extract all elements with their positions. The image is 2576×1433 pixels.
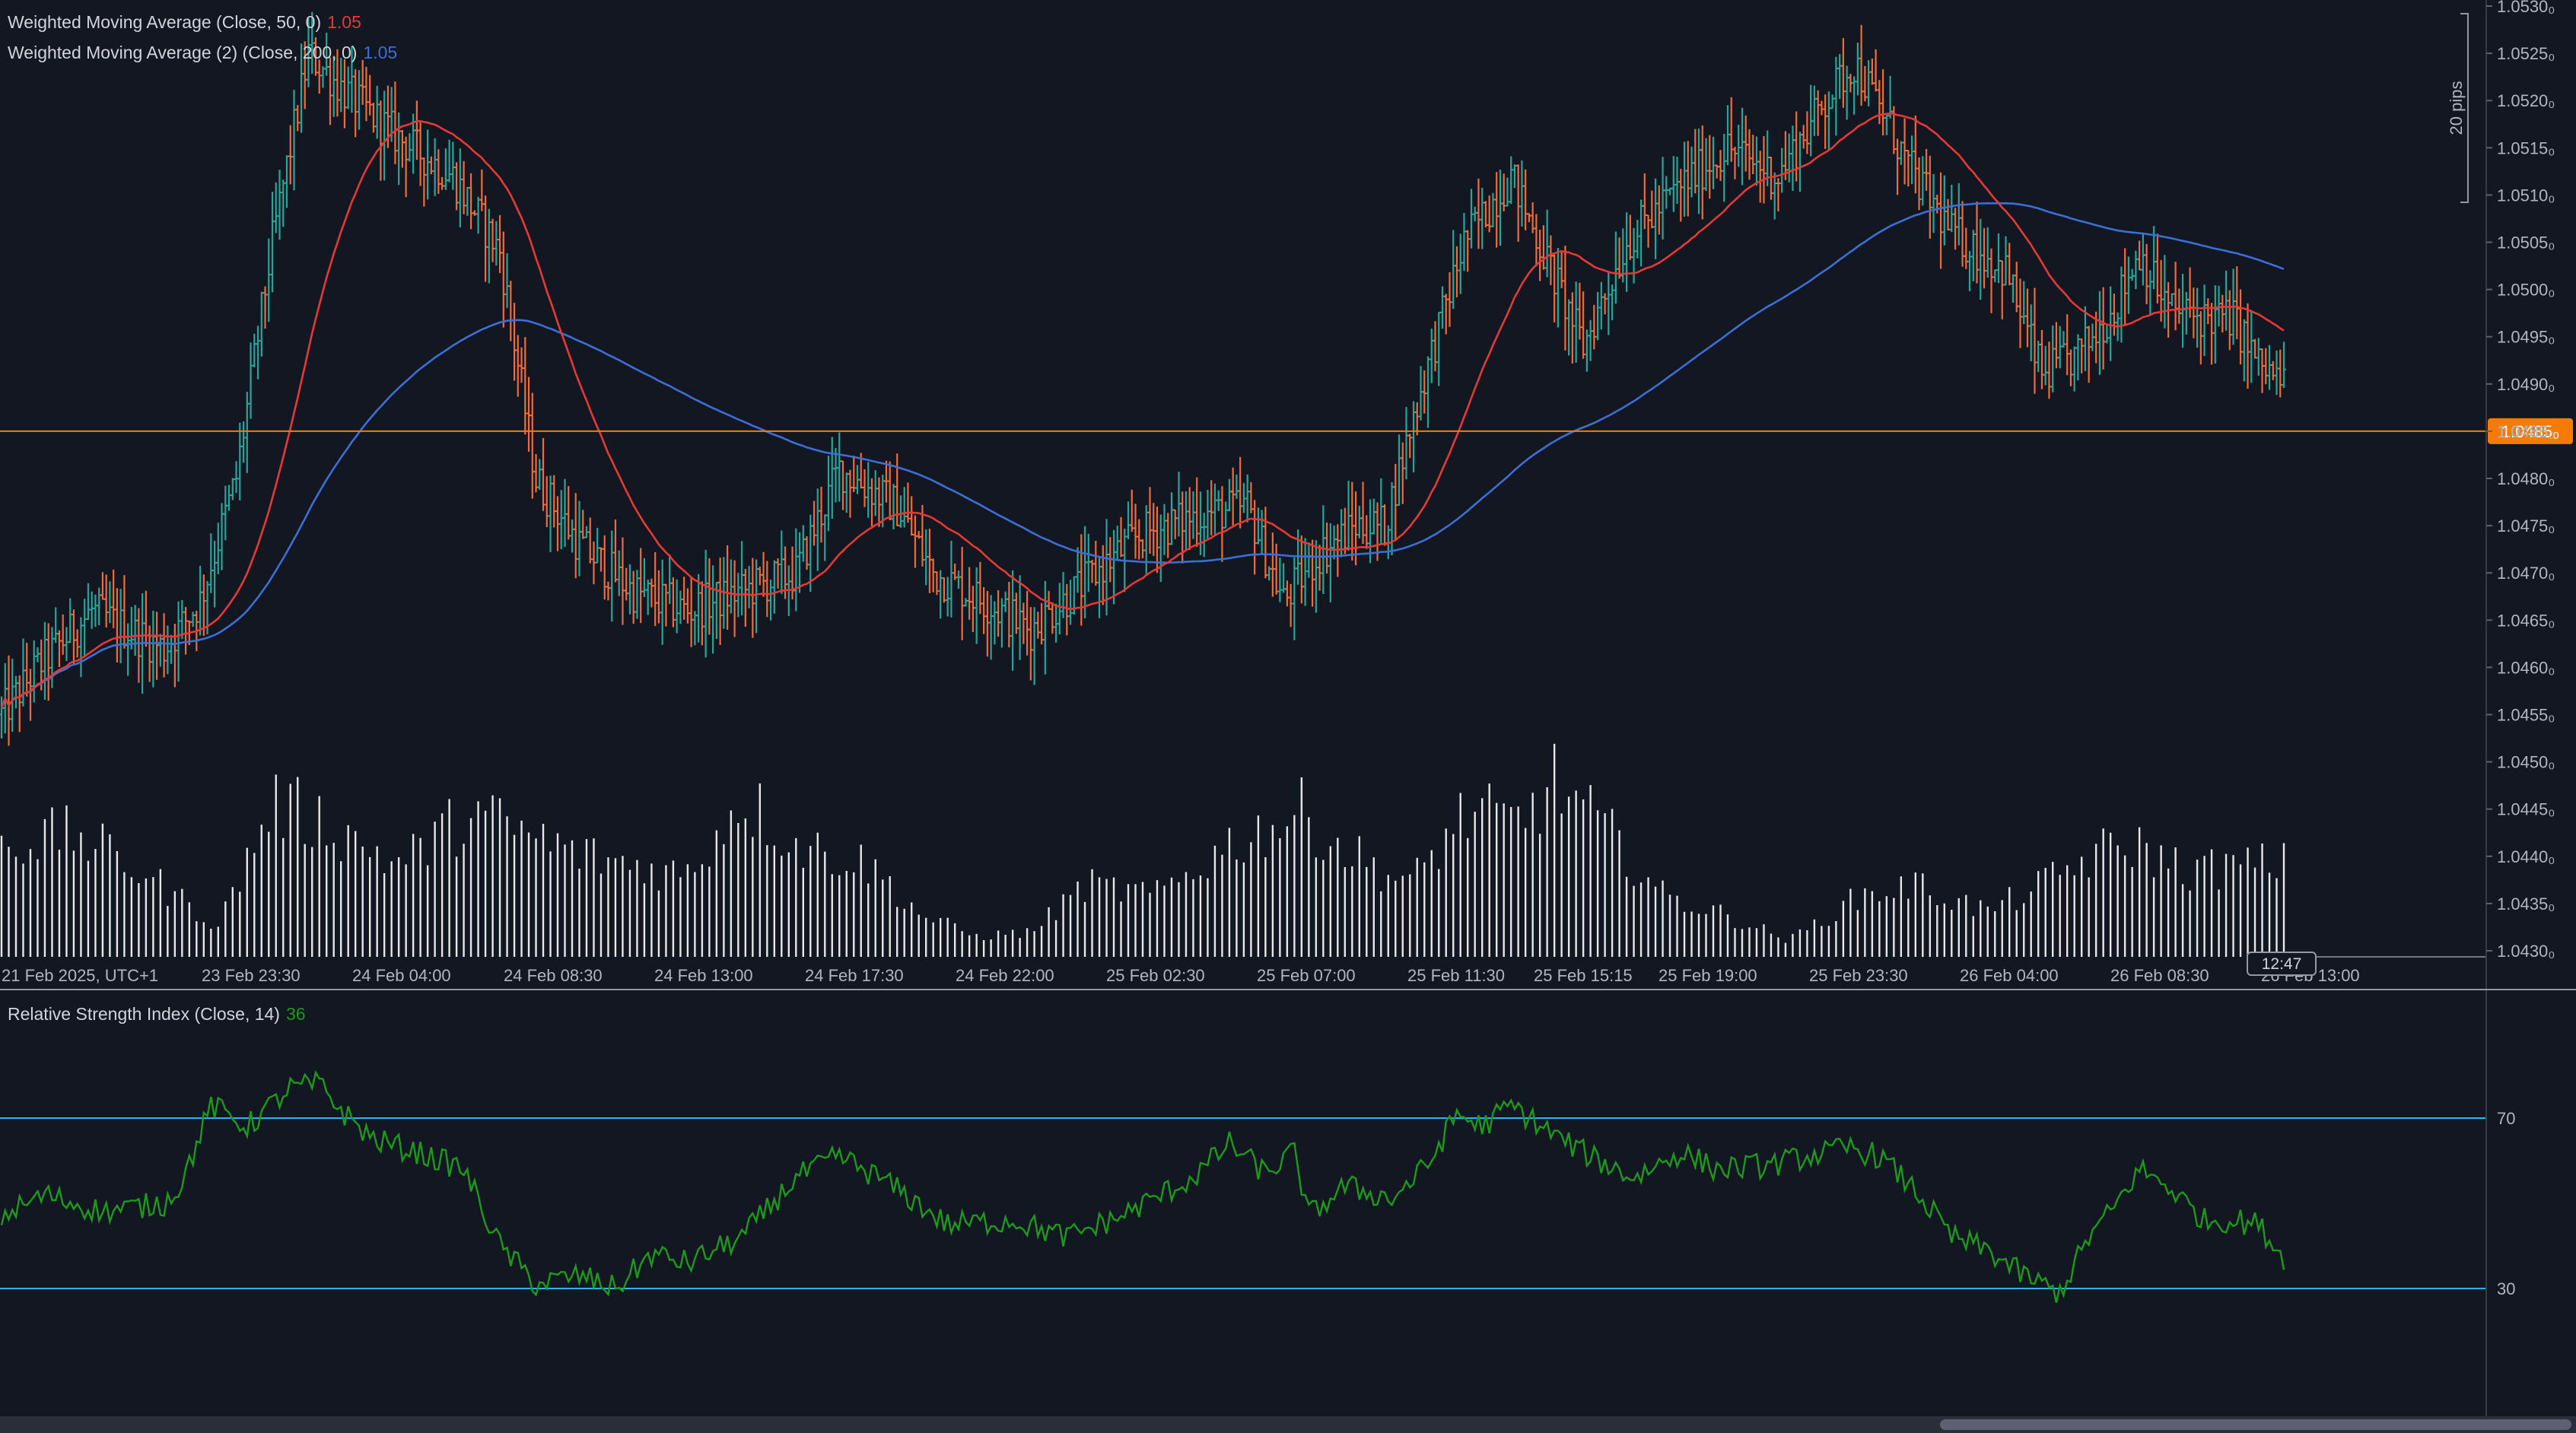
current-price-tag xyxy=(2488,418,2573,444)
price-tick-label: 1.0490₀ xyxy=(2497,375,2555,394)
price-tick-label: 1.0470₀ xyxy=(2497,564,2555,583)
volume-layer xyxy=(0,743,2486,958)
time-label: 23 Feb 23:30 xyxy=(202,966,301,985)
price-tick-label: 1.0530₀ xyxy=(2497,0,2555,16)
rsi-line xyxy=(0,1070,2285,1303)
current-price-line-layer: 1.0485₀ xyxy=(0,418,2573,444)
time-label: 26 Feb 08:30 xyxy=(2110,966,2209,985)
price-tick-label: 1.0515₀ xyxy=(2497,138,2555,157)
time-label: 26 Feb 04:00 xyxy=(1960,966,2059,985)
wma50-line xyxy=(0,112,2285,709)
price-tick-label: 1.0430₀ xyxy=(2497,942,2555,961)
time-label: 25 Feb 11:30 xyxy=(1407,966,1505,985)
price-tick-label: 1.0500₀ xyxy=(2497,281,2555,300)
rsi-legend[interactable]: Relative Strength Index (Close, 14) 36 xyxy=(8,1004,306,1025)
price-tick-label: 1.0465₀ xyxy=(2497,611,2555,630)
wma200-legend-label: Weighted Moving Average (2) (Close, 200,… xyxy=(8,43,358,62)
time-label: 25 Feb 15:15 xyxy=(1534,966,1633,985)
time-label: 24 Feb 08:30 xyxy=(504,966,603,985)
price-tick-label: 1.0480₀ xyxy=(2497,469,2555,488)
time-label: 24 Feb 04:00 xyxy=(352,966,451,985)
price-tick-label: 1.0450₀ xyxy=(2497,753,2555,772)
price-tick-label: 1.0520₀ xyxy=(2497,91,2555,110)
pips-label: 20 pips xyxy=(2447,81,2466,135)
price-tick-label: 1.0460₀ xyxy=(2497,658,2555,677)
time-label: 25 Feb 23:30 xyxy=(1809,966,1908,985)
candles-layer xyxy=(0,11,2286,746)
time-label: 24 Feb 13:00 xyxy=(654,966,753,985)
current-price-label: 1.0485₀ xyxy=(2501,422,2559,441)
price-tick-label: 1.0525₀ xyxy=(2497,44,2555,63)
rsi-level-label: 30 xyxy=(2497,1279,2515,1298)
wma200-legend-value: 1.05 xyxy=(363,43,398,62)
wma50-legend[interactable]: Weighted Moving Average (Close, 50, 0) 1.… xyxy=(8,12,361,33)
pips-bracket xyxy=(2460,13,2469,203)
price-tick-label: 1.0510₀ xyxy=(2497,186,2555,205)
price-tick-label: 1.0505₀ xyxy=(2497,234,2555,253)
price-tick-label: 1.0485₀ xyxy=(2497,422,2555,441)
time-label: 25 Feb 19:00 xyxy=(1658,966,1757,985)
price-tick-label: 1.0475₀ xyxy=(2497,516,2555,535)
time-label: 25 Feb 02:30 xyxy=(1106,966,1205,985)
time-label: 25 Feb 07:00 xyxy=(1257,966,1356,985)
price-tick-label: 1.0445₀ xyxy=(2497,800,2555,819)
wma200-line xyxy=(0,202,2285,709)
time-scrollbar-thumb[interactable] xyxy=(1940,1419,2571,1430)
wma200-legend[interactable]: Weighted Moving Average (2) (Close, 200,… xyxy=(8,43,397,63)
price-tick-label: 1.0435₀ xyxy=(2497,894,2555,913)
rsi-layer: 70 30 xyxy=(0,1070,2515,1303)
cursor-time-tag xyxy=(2247,952,2317,976)
rsi-level-label: 70 xyxy=(2497,1109,2515,1128)
price-tick-label: 1.0455₀ xyxy=(2497,706,2555,725)
cursor-time-label: 12:47 xyxy=(2262,955,2302,973)
price-tick-label: 1.0440₀ xyxy=(2497,847,2555,866)
wma50-legend-value: 1.05 xyxy=(327,12,361,32)
time-label: 21 Feb 2025, UTC+1 xyxy=(2,966,158,985)
price-tick-label: 1.0495₀ xyxy=(2497,328,2555,347)
moving-averages-layer xyxy=(0,112,2285,709)
rsi-legend-label: Relative Strength Index (Close, 14) xyxy=(8,1004,280,1024)
rsi-legend-value: 36 xyxy=(285,1004,306,1024)
time-scrollbar-track[interactable] xyxy=(0,1416,2576,1433)
time-label: 24 Feb 17:30 xyxy=(805,966,904,985)
wma50-legend-label: Weighted Moving Average (Close, 50, 0) xyxy=(8,12,322,32)
time-label: 24 Feb 22:00 xyxy=(956,966,1054,985)
